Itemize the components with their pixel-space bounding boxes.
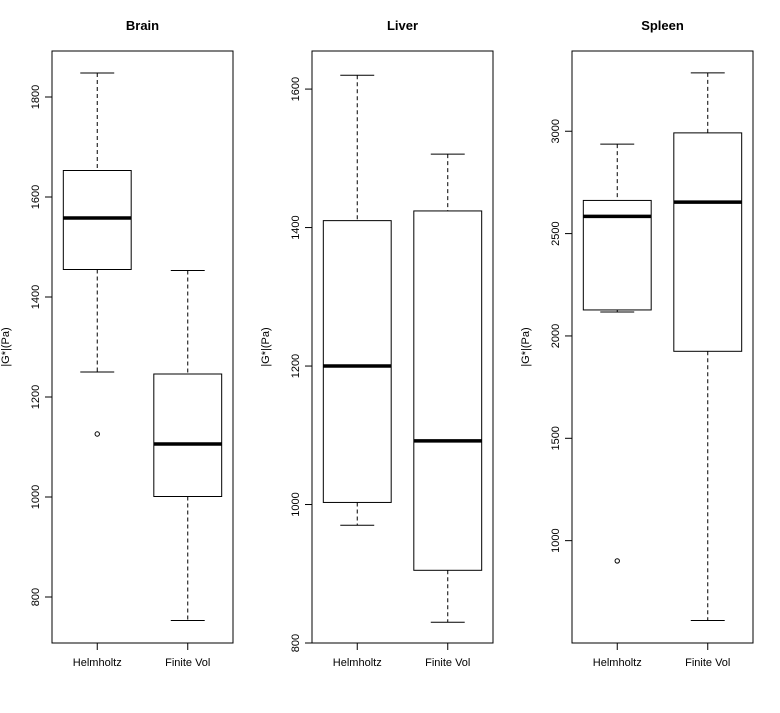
brain-ylabel: |G*|(Pa) — [0, 327, 12, 366]
brain-ytick-label: 1200 — [30, 385, 42, 409]
brain-title: Brain — [126, 18, 159, 33]
brain-plot-frame — [51, 50, 234, 644]
brain-box-finite-vol — [153, 270, 223, 621]
brain-xtick-label: Helmholtz — [73, 657, 122, 669]
liver-ytick-label: 1200 — [290, 354, 302, 378]
panel-spleen: Spleen |G*|(Pa) 1000 1500 2000 2500 3000 Helmho… — [520, 18, 754, 669]
liver-ytick-label: 1400 — [290, 215, 302, 239]
liver-ylabel: |G*|(Pa) — [260, 327, 272, 366]
iqr-box — [153, 373, 223, 497]
spleen-ytick-label: 1500 — [550, 426, 562, 450]
liver-ytick-label: 800 — [290, 634, 302, 652]
spleen-ytick-label: 3000 — [550, 119, 562, 143]
spleen-ytick-label: 2000 — [550, 324, 562, 348]
spleen-plot-frame — [571, 50, 754, 644]
liver-ytick-label: 1000 — [290, 492, 302, 516]
iqr-box — [322, 220, 392, 503]
brain-box-helmholtz — [62, 72, 132, 437]
liver-title: Liver — [387, 18, 418, 33]
iqr-box — [62, 170, 132, 270]
spleen-box-finite-vol — [673, 72, 743, 621]
liver-ytick-label: 1600 — [290, 77, 302, 101]
spleen-xtick-label: Helmholtz — [593, 657, 642, 669]
spleen-xtick-label: Finite Vol — [685, 657, 730, 669]
iqr-box — [413, 210, 483, 571]
liver-xtick-label: Helmholtz — [333, 657, 382, 669]
brain-xtick-label: Finite Vol — [165, 657, 210, 669]
panel-liver: Liver |G*|(Pa) 800 1000 1200 1400 1600 Helmholt… — [260, 18, 494, 669]
iqr-box — [673, 132, 743, 352]
brain-ytick-label: 800 — [30, 588, 42, 606]
spleen-ylabel: |G*|(Pa) — [520, 327, 532, 366]
spleen-box-helmholtz — [582, 143, 652, 564]
liver-xtick-label: Finite Vol — [425, 657, 470, 669]
brain-ytick-label: 1600 — [30, 185, 42, 209]
brain-ytick-label: 1400 — [30, 285, 42, 309]
spleen-ytick-label: 1000 — [550, 528, 562, 552]
panel-brain: Brain |G*|(Pa) 800 1000 1200 1400 1600 1800 Helm… — [0, 18, 234, 669]
spleen-ytick-label: 2500 — [550, 221, 562, 245]
outlier-point — [94, 431, 100, 437]
brain-ytick-label: 1000 — [30, 485, 42, 509]
brain-ytick-label: 1800 — [30, 85, 42, 109]
iqr-box — [582, 199, 652, 311]
spleen-title: Spleen — [641, 18, 684, 33]
liver-box-finite-vol — [413, 153, 483, 623]
liver-plot-frame — [311, 50, 494, 644]
liver-box-helmholtz — [322, 74, 392, 526]
outlier-point — [614, 558, 620, 564]
